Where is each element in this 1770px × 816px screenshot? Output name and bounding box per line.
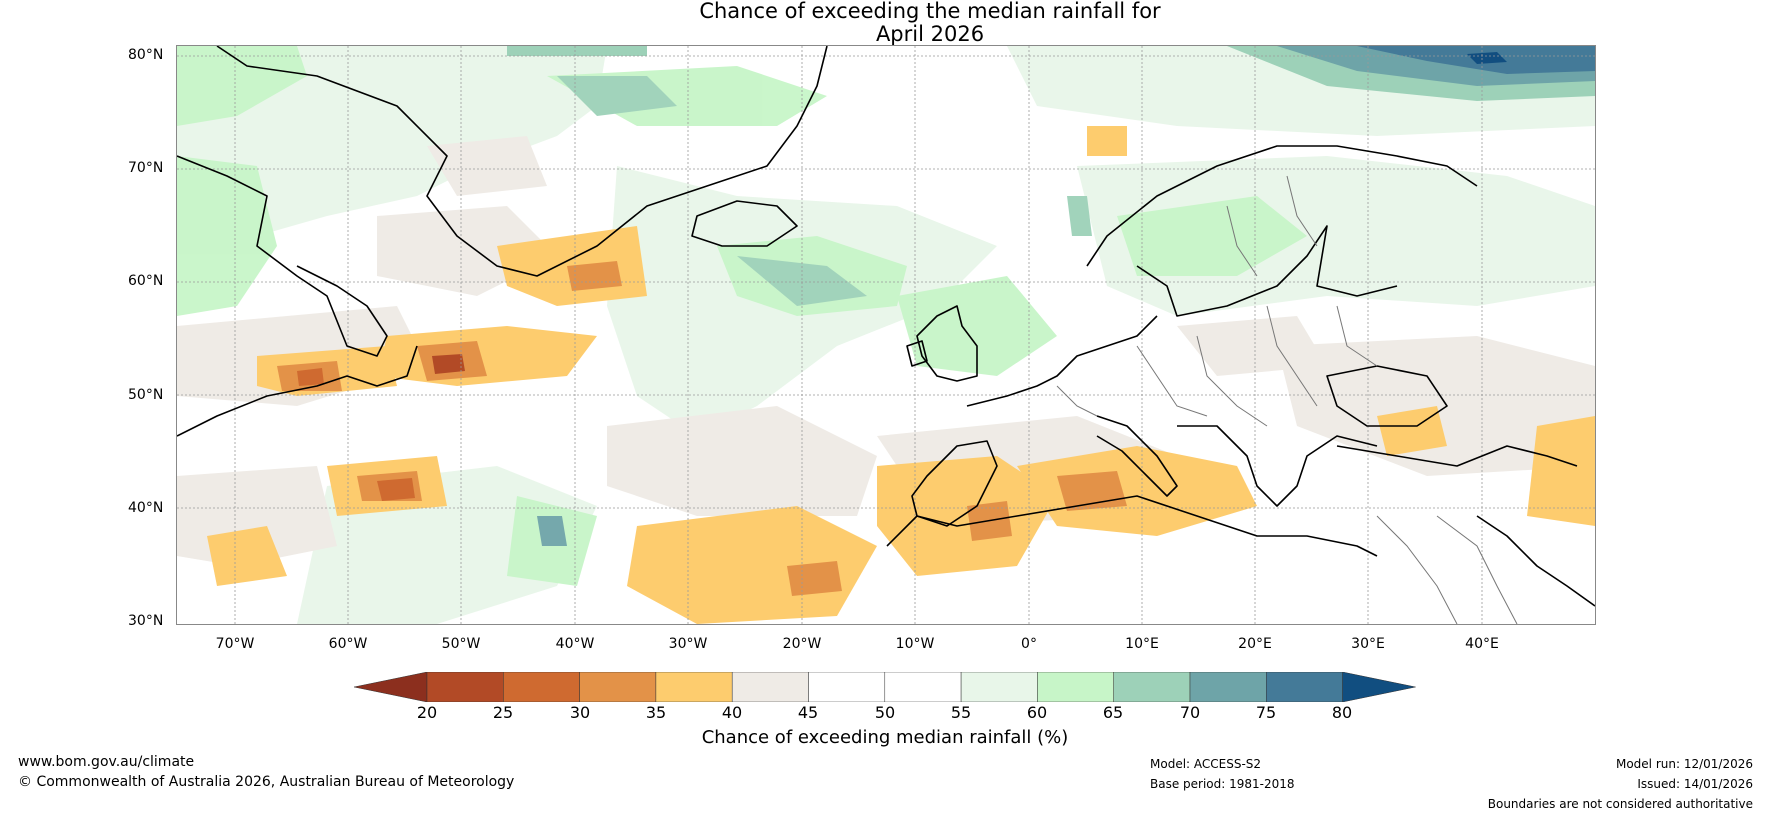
middle-east-coast	[1476, 515, 1595, 607]
black-sea-coast	[1326, 365, 1448, 427]
colorbar-cell	[426, 672, 504, 702]
title-line-1: Chance of exceeding the median rainfall …	[699, 0, 1161, 23]
iberia-coast	[911, 440, 998, 527]
lon-label: 0°	[1021, 636, 1037, 652]
iceland-coast	[691, 200, 798, 247]
uk-coast	[916, 305, 978, 382]
norway-coast	[1086, 145, 1478, 267]
colorbar-extend-low	[354, 672, 428, 702]
map-canvas	[177, 46, 1595, 624]
labrador-coast	[177, 345, 418, 437]
colorbar-tick: 45	[797, 703, 819, 722]
colorbar-tick: 20	[416, 703, 438, 722]
lon-label: 60°W	[328, 636, 368, 652]
rainfall-map	[176, 45, 1596, 625]
colorbar-cell	[731, 672, 809, 702]
colorbar-cell	[1266, 672, 1343, 702]
canada-coast	[177, 155, 388, 357]
colorbar-cell	[1113, 672, 1191, 702]
colorbar-tick: 70	[1179, 703, 1201, 722]
gridlines	[177, 46, 1595, 624]
title-line-2: April 2026	[875, 22, 985, 46]
balkans-coast	[1177, 425, 1378, 507]
copyright-text: © Commonwealth of Australia 2026, Austra…	[18, 774, 515, 790]
lat-label: 40°N	[128, 500, 164, 516]
issued-text: Issued: 14/01/2026	[1637, 777, 1753, 791]
lon-label: 20°E	[1238, 636, 1272, 652]
coastlines	[177, 46, 1595, 607]
lon-label: 20°W	[782, 636, 822, 652]
colorbar-cell	[1037, 672, 1114, 702]
lat-label: 50°N	[128, 387, 164, 403]
model-run-text: Model run: 12/01/2026	[1615, 757, 1753, 771]
arctic-blue-shading	[507, 46, 1595, 101]
colorbar-tick: 50	[874, 703, 896, 722]
colorbar-tick: 55	[950, 703, 972, 722]
lat-label: 70°N	[128, 160, 164, 176]
colorbar	[354, 672, 1416, 702]
colorbar-tick: 35	[645, 703, 667, 722]
lon-label: 30°W	[668, 636, 708, 652]
turkey-coast	[1336, 445, 1578, 467]
lon-label: 10°W	[895, 636, 935, 652]
colorbar-tick: 25	[492, 703, 514, 722]
baltic-coast	[1136, 225, 1398, 317]
colorbar-cell	[579, 672, 657, 702]
north-africa-coast	[886, 495, 1378, 557]
colorbar-tick: 75	[1255, 703, 1277, 722]
lon-label: 40°E	[1465, 636, 1499, 652]
country-borders	[1056, 175, 1518, 624]
colorbar-cell	[808, 672, 886, 702]
colorbar-tick: 30	[569, 703, 591, 722]
colorbar-cell	[884, 672, 962, 702]
colorbar-title: Chance of exceeding median rainfall (%)	[701, 727, 1069, 748]
italy-coast	[1096, 415, 1178, 497]
colorbar-tick: 80	[1331, 703, 1353, 722]
lon-label: 10°E	[1125, 636, 1159, 652]
lon-label: 50°W	[441, 636, 481, 652]
lat-label: 80°N	[128, 47, 164, 63]
lon-label: 40°W	[555, 636, 595, 652]
base-period-text: Base period: 1981-2018	[1150, 777, 1295, 791]
green-shading	[177, 46, 1595, 624]
colorbar-cell	[655, 672, 733, 702]
lat-label: 60°N	[128, 273, 164, 289]
colorbar-tick: 40	[721, 703, 743, 722]
lon-label: 30°E	[1351, 636, 1385, 652]
ireland-coast	[906, 340, 928, 367]
colorbar-cell	[1189, 672, 1267, 702]
colorbar-tick: 65	[1102, 703, 1124, 722]
greenland-coast	[216, 46, 828, 277]
boundaries-note: Boundaries are not considered authoritat…	[1487, 797, 1753, 811]
europe-atlantic-coast	[966, 315, 1158, 407]
greenland-green	[177, 46, 607, 246]
colorbar-cell	[960, 672, 1038, 702]
colorbar-cell	[503, 672, 580, 702]
map-title: Chance of exceeding the median rainfall …	[0, 0, 1770, 46]
lat-label: 30°N	[128, 613, 164, 629]
website-text: www.bom.gov.au/climate	[18, 754, 195, 770]
model-text: Model: ACCESS-S2	[1150, 757, 1262, 771]
colorbar-extend-high	[1342, 672, 1416, 702]
lon-label: 70°W	[215, 636, 255, 652]
colorbar-tick: 60	[1026, 703, 1048, 722]
dry-shading	[207, 126, 1595, 624]
